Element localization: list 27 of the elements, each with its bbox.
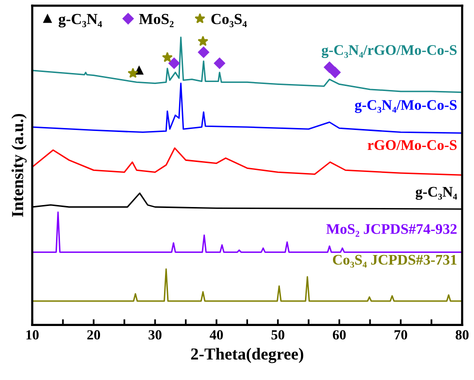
- x-tick-label: 80: [456, 330, 469, 340]
- point: [198, 36, 208, 46]
- x-tick-label: 70: [394, 330, 408, 340]
- legend-label: Co₃S₄: [211, 14, 247, 28]
- x-tick-label: 30: [148, 330, 162, 340]
- series-label: MoS₂ JCPDS#74-932: [326, 224, 457, 237]
- x-tick-label: 20: [87, 330, 100, 340]
- point: [324, 62, 336, 73]
- series-label: g-C₃N₄: [416, 186, 458, 200]
- x-tick-label: 10: [26, 330, 39, 340]
- point: [162, 52, 173, 62]
- series-label: Co₃S₄ JCPDS#3-731: [332, 254, 456, 268]
- point: [168, 58, 180, 69]
- point: [214, 58, 226, 69]
- series-label: g-C₃N₄/Mo-Co-S: [354, 100, 457, 113]
- legend-label: MoS₂: [139, 14, 174, 28]
- point: [128, 68, 138, 78]
- legend-label: g-C₃N₄: [58, 14, 102, 28]
- series-label: g-C₃N₄/rGO/Mo-Co-S: [322, 45, 457, 58]
- point: [198, 46, 210, 58]
- y-axis-title: Intensity (a.u.): [12, 114, 27, 217]
- x-axis-title: 2-Theta(degree): [191, 348, 304, 364]
- x-tick-label: 40: [210, 330, 223, 340]
- series-label: rGO/Mo-Co-S: [368, 140, 457, 150]
- point: [329, 66, 341, 78]
- x-tick-label: 50: [272, 330, 284, 340]
- x-tick-label: 60: [332, 330, 346, 340]
